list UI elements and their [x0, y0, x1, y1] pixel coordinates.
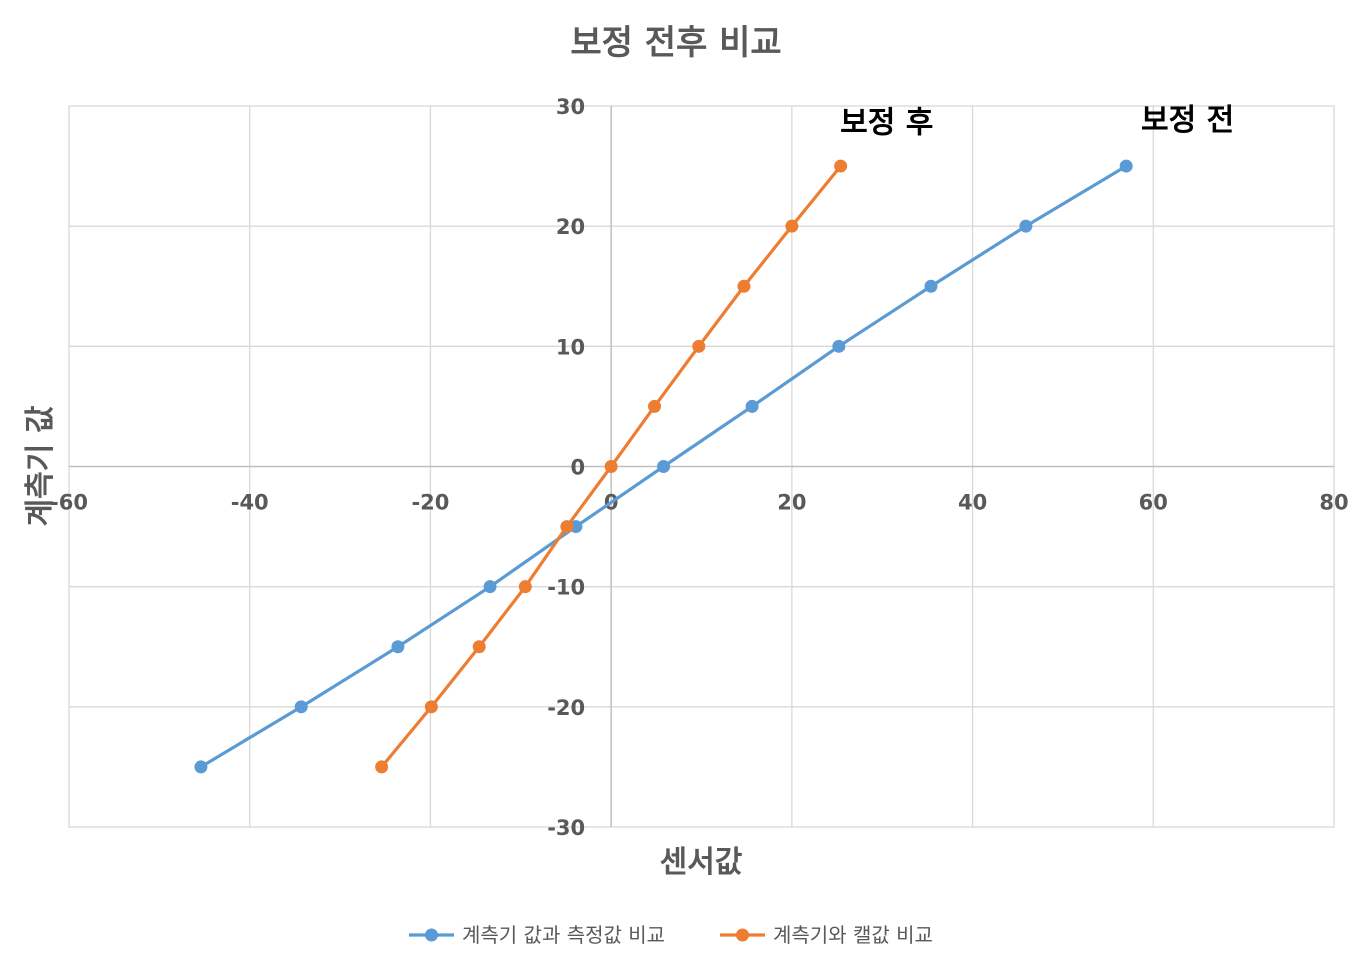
series-1-point-7	[692, 339, 706, 353]
series-1-point-3	[518, 580, 532, 594]
x-tick-label-0: -60	[50, 491, 88, 515]
series-layer	[194, 159, 1133, 774]
annotations: 보정 후 보정 전	[840, 103, 1234, 140]
series-0-point-6	[745, 399, 759, 413]
series-0	[194, 159, 1133, 774]
x-tick-label-2: -20	[411, 491, 449, 515]
x-axis-title: 센서값	[660, 845, 743, 880]
legend: 계측기 값과 측정값 비교 계측기와 캘값 비교	[409, 923, 933, 947]
y-tick-label-4: 10	[556, 335, 585, 359]
series-0-point-7	[832, 339, 846, 353]
y-tick-label-0: -30	[547, 816, 585, 840]
series-1-point-0	[375, 760, 389, 774]
series-1-point-2	[472, 640, 486, 654]
legend-marker-0	[425, 928, 438, 942]
series-1-point-1	[424, 700, 438, 714]
series-0-point-3	[483, 580, 497, 594]
x-tick-label-5: 40	[958, 491, 987, 515]
series-0-point-1	[294, 700, 308, 714]
series-1-point-9	[785, 219, 799, 233]
legend-marker-1	[736, 928, 749, 942]
y-tick-label-3: 0	[571, 456, 586, 480]
series-0-point-2	[391, 640, 405, 654]
x-tick-labels: -60 -40 -20 0 20 40 60 80	[50, 491, 1349, 515]
series-0-point-9	[1019, 219, 1033, 233]
annotation-label-1: 보정 전	[1141, 103, 1234, 138]
legend-entry-0: 계측기 값과 측정값 비교	[409, 923, 665, 947]
series-1-point-10	[834, 159, 848, 173]
y-axis-title: 계측기 값	[23, 405, 58, 526]
annotation-label-0: 보정 후	[840, 105, 933, 140]
y-tick-label-5: 20	[556, 215, 585, 239]
y-tick-labels: -30 -20 -10 0 10 20 30	[547, 95, 585, 840]
chart-title: 보정 전후 비교	[570, 23, 781, 63]
legend-label-0: 계측기 값과 측정값 비교	[462, 923, 665, 947]
y-tick-label-1: -20	[547, 696, 585, 720]
x-tick-label-6: 60	[1139, 491, 1168, 515]
x-tick-label-4: 20	[777, 491, 806, 515]
legend-entry-1: 계측기와 캘값 비교	[720, 923, 933, 947]
series-1	[375, 159, 848, 774]
series-1-point-8	[737, 279, 751, 293]
legend-label-1: 계측기와 캘값 비교	[773, 923, 933, 947]
series-0-point-0	[194, 760, 208, 774]
y-tick-label-2: -10	[547, 576, 585, 600]
series-0-point-10	[1119, 159, 1133, 173]
series-1-point-6	[648, 399, 662, 413]
series-1-point-5	[604, 460, 618, 473]
y-tick-label-6: 30	[556, 95, 585, 119]
series-1-point-4	[560, 520, 574, 534]
series-0-point-5	[657, 460, 671, 473]
series-0-point-8	[924, 279, 938, 293]
x-tick-label-7: 80	[1319, 491, 1348, 515]
series-0-point-4	[569, 520, 583, 534]
x-tick-label-1: -40	[231, 491, 269, 515]
